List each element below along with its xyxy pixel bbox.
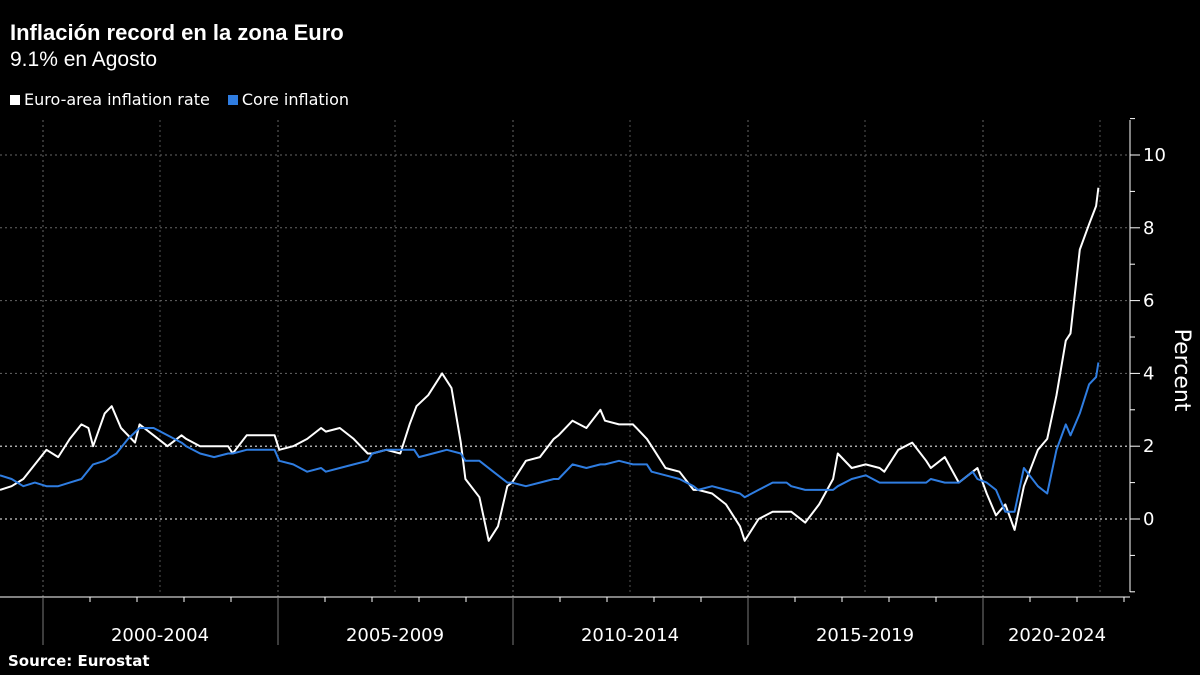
legend-label-core: Core inflation [241, 90, 350, 109]
x-group-label-2: 2010-2014 [581, 625, 679, 646]
legend: Euro-area inflation rate Core inflation [10, 90, 349, 109]
x-group-label-3: 2015-2019 [816, 625, 914, 646]
legend-swatch-core [227, 94, 238, 105]
legend-item-core: Core inflation [227, 90, 350, 109]
x-group-label-0: 2000-2004 [111, 625, 209, 646]
series-line-inflation [0, 187, 1100, 542]
x-group-label-4: 2020-2024 [1008, 625, 1106, 646]
y-axis-label: Percent [1169, 329, 1194, 412]
series-line-core [0, 362, 1100, 513]
y-tick-label-2: 2 [1143, 436, 1154, 457]
y-tick-label-10: 10 [1143, 145, 1166, 166]
legend-label-inflation: Euro-area inflation rate [24, 90, 210, 109]
source-note: Source: Eurostat [8, 652, 150, 670]
y-tick-label-0: 0 [1143, 509, 1154, 530]
y-tick-label-6: 6 [1143, 291, 1154, 312]
legend-swatch-inflation [10, 94, 20, 105]
x-group-label-1: 2005-2009 [346, 625, 444, 646]
chart-title: Inflación record en la zona Euro [10, 20, 344, 45]
legend-item-inflation: Euro-area inflation rate [10, 90, 210, 109]
y-tick-label-8: 8 [1143, 218, 1154, 239]
y-tick-label-4: 4 [1143, 363, 1154, 384]
chart-subtitle: 9.1% en Agosto [10, 48, 158, 71]
